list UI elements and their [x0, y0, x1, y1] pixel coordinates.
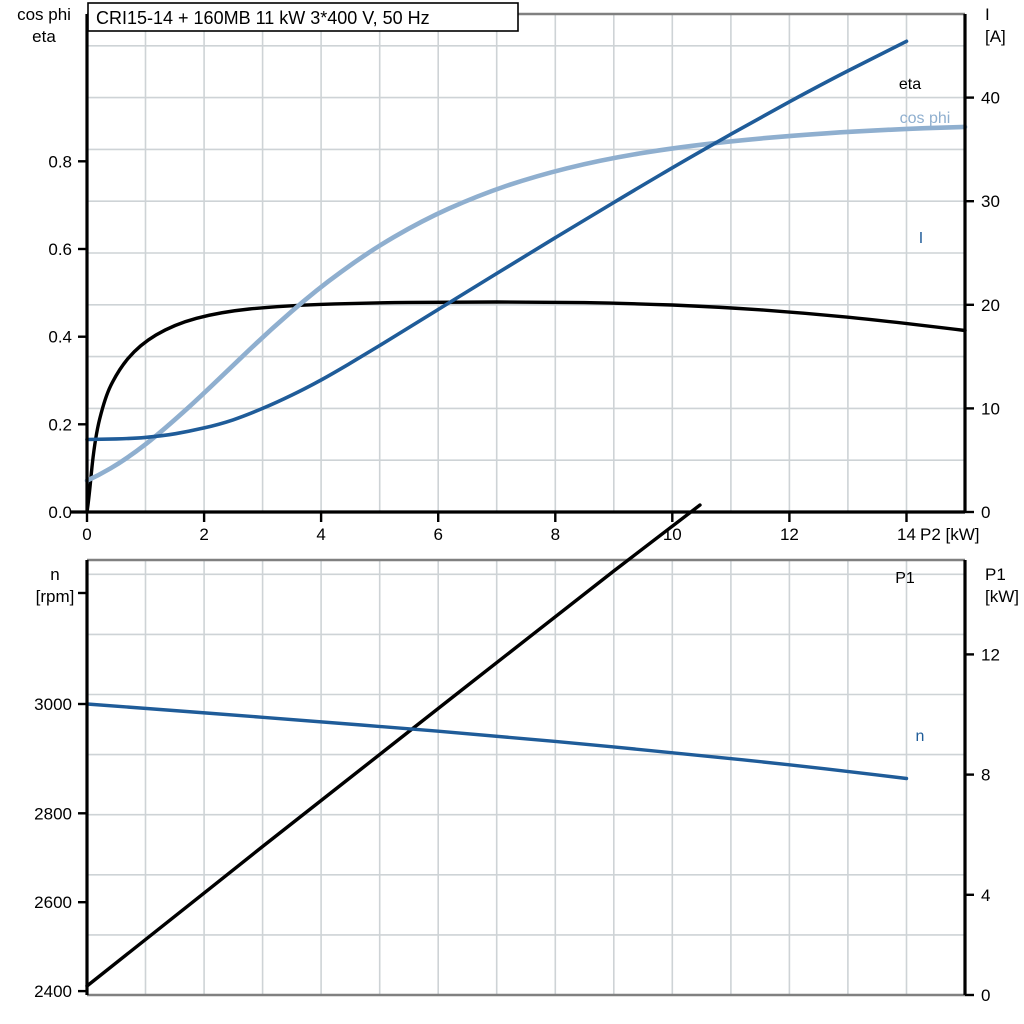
bottom-right-tick-0: 0: [981, 986, 990, 1005]
top-chart-left-axis-label-2: eta: [32, 27, 56, 46]
top-x-tick-6: 12: [780, 525, 799, 544]
curve-label-eta: eta: [899, 76, 921, 93]
top-x-tick-3: 6: [433, 525, 442, 544]
bottom-chart-group: 2400 2600 2800 3000 0 4 8 12 n [rpm] P1 …: [34, 503, 1019, 1005]
bottom-chart-horizontal-gridlines: [87, 573, 965, 936]
top-x-tick-0: 0: [82, 525, 91, 544]
top-left-tick-1: 0.2: [48, 415, 72, 434]
curve-current: [85, 39, 909, 442]
bottom-right-tick-1: 4: [981, 886, 990, 905]
top-chart-vertical-gridlines: [144, 14, 908, 512]
top-right-tick-2: 20: [981, 296, 1000, 315]
top-left-tick-2: 0.4: [48, 328, 72, 347]
curve-cos-phi: [84, 124, 968, 483]
bottom-chart-left-axis-label-1: n: [50, 565, 59, 584]
top-left-tick-4: 0.8: [48, 152, 72, 171]
top-right-tick-3: 30: [981, 192, 1000, 211]
curve-speed: [85, 702, 909, 781]
bottom-chart-right-axis-label-1: P1: [985, 565, 1006, 584]
top-chart-right-axis-label-2: [A]: [985, 27, 1006, 46]
bottom-chart-left-axis-label-2: [rpm]: [36, 587, 75, 606]
top-right-tick-4: 40: [981, 89, 1000, 108]
title-text: CRI15-14 + 160MB 11 kW 3*400 V, 50 Hz: [96, 8, 430, 28]
top-x-tick-1: 2: [199, 525, 208, 544]
top-chart-x-axis-label: P2 [kW]: [920, 525, 980, 544]
bottom-right-tick-2: 8: [981, 766, 990, 785]
top-x-tick-4: 8: [551, 525, 560, 544]
curve-p1: [85, 503, 702, 988]
top-right-tick-0: 0: [981, 503, 990, 522]
top-chart-right-ticks: [965, 96, 974, 514]
bottom-right-tick-3: 12: [981, 645, 1000, 664]
bottom-chart-vertical-gridlines: [144, 560, 908, 995]
bottom-left-tick-0: 2400: [34, 982, 72, 1001]
curve-label-cos-phi: cos phi: [900, 110, 951, 127]
bottom-chart-left-ticks: [78, 591, 87, 993]
curve-eta: [85, 300, 967, 514]
top-x-tick-7: 14: [897, 525, 916, 544]
top-chart-group: 0.0 0.2 0.4 0.6 0.8 0 10 20 30 40 0 2 4 …: [17, 2, 1006, 544]
curve-label-speed: n: [916, 728, 925, 745]
bottom-left-tick-2: 2800: [34, 804, 72, 823]
top-chart-horizontal-gridlines: [87, 44, 965, 462]
bottom-chart-right-ticks: [965, 653, 974, 997]
bottom-left-tick-3: 3000: [34, 695, 72, 714]
top-x-tick-2: 4: [316, 525, 325, 544]
top-chart-right-axis-label-1: I: [985, 5, 990, 24]
bottom-left-tick-1: 2600: [34, 893, 72, 912]
top-right-tick-1: 10: [981, 399, 1000, 418]
title-box: [87, 2, 519, 32]
top-chart-left-ticks: [78, 160, 87, 514]
top-left-tick-0: 0.0: [48, 503, 72, 522]
top-chart-x-ticks: [85, 512, 908, 522]
top-left-tick-3: 0.6: [48, 240, 72, 259]
top-chart-left-axis-label-1: cos phi: [17, 5, 71, 24]
bottom-chart-right-axis-label-2: [kW]: [985, 587, 1019, 606]
curve-label-p1: P1: [895, 570, 915, 587]
curve-label-current: I: [919, 230, 923, 247]
